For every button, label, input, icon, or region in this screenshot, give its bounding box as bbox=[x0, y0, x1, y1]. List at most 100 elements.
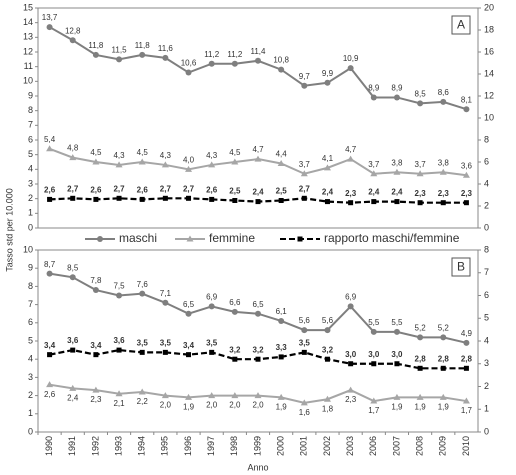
marker bbox=[393, 393, 401, 400]
value-label: 6,9 bbox=[345, 293, 357, 302]
value-label: 5,4 bbox=[44, 135, 56, 144]
marker bbox=[439, 393, 447, 400]
y2-tick-label: 8 bbox=[484, 244, 489, 254]
marker bbox=[278, 198, 284, 203]
value-label: 4,7 bbox=[345, 145, 357, 154]
marker bbox=[161, 392, 169, 399]
y2-tick-label: 10 bbox=[484, 112, 494, 122]
marker bbox=[138, 388, 146, 395]
value-label: 11,2 bbox=[204, 50, 220, 59]
marker bbox=[208, 303, 215, 310]
marker bbox=[278, 66, 285, 73]
marker bbox=[393, 94, 400, 101]
marker bbox=[278, 317, 285, 324]
marker bbox=[440, 334, 447, 341]
value-label: 3,7 bbox=[368, 160, 380, 169]
value-label: 2,7 bbox=[183, 184, 195, 193]
marker bbox=[348, 200, 354, 206]
value-label: 3,2 bbox=[322, 345, 334, 354]
marker bbox=[208, 161, 216, 168]
marker bbox=[324, 79, 331, 86]
value-label: 8,6 bbox=[438, 88, 450, 97]
value-label: 1,6 bbox=[299, 408, 311, 417]
value-label: 2,7 bbox=[67, 184, 79, 193]
value-label: 4,5 bbox=[229, 148, 241, 157]
value-label: 2,8 bbox=[438, 354, 450, 363]
y-tick-label: 5 bbox=[28, 335, 33, 345]
marker bbox=[463, 339, 470, 346]
y-tick-label: 9 bbox=[28, 263, 33, 273]
y2-tick-label: 4 bbox=[484, 178, 489, 188]
x-axis-title: Anno bbox=[247, 462, 268, 472]
marker bbox=[323, 164, 331, 171]
marker bbox=[162, 349, 168, 355]
marker bbox=[97, 236, 103, 242]
y-tick-label: 5 bbox=[28, 149, 33, 159]
y2-tick-label: 2 bbox=[484, 381, 489, 391]
value-label: 2,6 bbox=[206, 186, 218, 195]
x-tick-label: 1995 bbox=[160, 436, 170, 456]
x-tick-label: 2000 bbox=[276, 436, 286, 456]
y-tick-label: 2 bbox=[28, 193, 33, 203]
x-tick-label: 2009 bbox=[438, 436, 448, 456]
value-label: 4,8 bbox=[67, 144, 79, 153]
marker bbox=[323, 395, 331, 402]
value-label: 1,9 bbox=[415, 403, 427, 412]
marker bbox=[69, 37, 76, 44]
value-label: 3,3 bbox=[276, 343, 288, 352]
y-tick-label: 6 bbox=[28, 134, 33, 144]
y-tick-label: 0 bbox=[28, 426, 33, 436]
marker bbox=[138, 158, 146, 165]
marker bbox=[69, 384, 77, 391]
value-label: 2,8 bbox=[415, 354, 427, 363]
marker bbox=[115, 161, 123, 168]
value-label: 2,4 bbox=[322, 188, 334, 197]
marker bbox=[139, 51, 146, 58]
marker bbox=[185, 165, 193, 172]
y2-tick-label: 0 bbox=[484, 222, 489, 232]
value-label: 5,6 bbox=[299, 316, 311, 325]
marker bbox=[254, 392, 262, 399]
y-tick-label: 10 bbox=[23, 244, 33, 254]
value-label: 2,3 bbox=[345, 395, 357, 404]
marker bbox=[463, 365, 469, 371]
value-label: 3,8 bbox=[438, 158, 450, 167]
marker bbox=[297, 236, 303, 242]
marker bbox=[463, 106, 470, 113]
value-label: 6,9 bbox=[206, 293, 218, 302]
y-tick-label: 6 bbox=[28, 317, 33, 327]
marker bbox=[301, 82, 308, 89]
value-label: 4,4 bbox=[276, 150, 288, 159]
marker bbox=[417, 200, 423, 206]
value-label: 10,9 bbox=[343, 54, 359, 63]
marker bbox=[462, 171, 470, 178]
value-label: 3,5 bbox=[137, 338, 149, 347]
y2-tick-label: 5 bbox=[484, 313, 489, 323]
value-label: 1,8 bbox=[322, 404, 334, 413]
value-label: 4,1 bbox=[322, 154, 334, 163]
marker bbox=[301, 327, 308, 334]
marker bbox=[277, 393, 285, 400]
marker bbox=[440, 98, 447, 105]
marker bbox=[370, 328, 377, 335]
value-label: 3,5 bbox=[206, 338, 218, 347]
y-tick-label: 8 bbox=[28, 105, 33, 115]
x-tick-label: 2006 bbox=[368, 436, 378, 456]
value-label: 11,2 bbox=[227, 50, 243, 59]
value-label: 2,3 bbox=[90, 395, 102, 404]
marker bbox=[324, 356, 330, 362]
marker bbox=[139, 290, 146, 297]
marker bbox=[185, 69, 192, 76]
value-label: 1,7 bbox=[461, 406, 473, 415]
marker bbox=[439, 168, 447, 175]
value-label: 3,6 bbox=[113, 336, 125, 345]
y-tick-label: 13 bbox=[23, 32, 33, 42]
marker bbox=[440, 365, 446, 371]
marker bbox=[301, 195, 307, 201]
value-label: 2,8 bbox=[461, 354, 473, 363]
y2-tick-label: 7 bbox=[484, 267, 489, 277]
y-tick-label: 8 bbox=[28, 281, 33, 291]
value-label: 11,4 bbox=[251, 47, 267, 56]
marker bbox=[116, 195, 122, 201]
value-label: 8,5 bbox=[415, 89, 427, 98]
